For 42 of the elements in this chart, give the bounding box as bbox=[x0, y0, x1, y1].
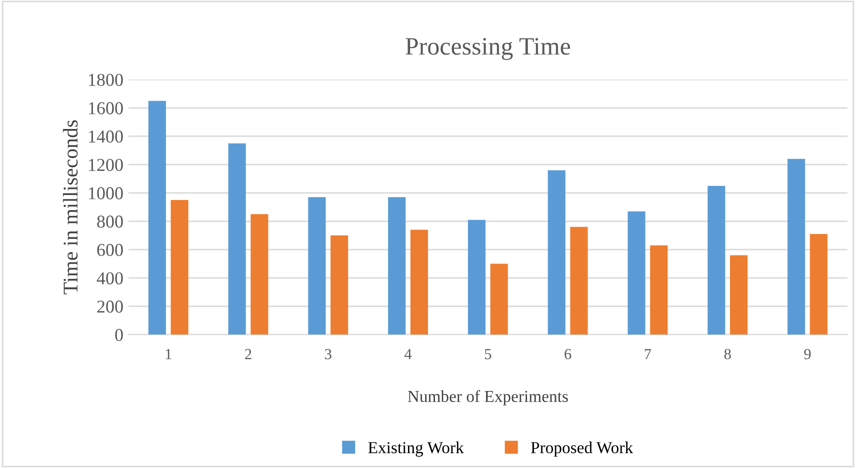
y-tick-label: 1800 bbox=[89, 74, 123, 86]
x-tick-label: 8 bbox=[724, 348, 731, 360]
chart-title: Processing Time bbox=[406, 38, 570, 60]
x-tick-label: 1 bbox=[166, 349, 172, 360]
bar bbox=[388, 197, 406, 335]
bar bbox=[410, 230, 428, 335]
bar bbox=[468, 220, 486, 335]
x-tick-label: 7 bbox=[644, 349, 652, 360]
y-tick-label: 600 bbox=[97, 244, 123, 256]
y-tick-label: 400 bbox=[96, 272, 123, 284]
y-tick-label: 1600 bbox=[89, 102, 123, 114]
y-tick-label: 0 bbox=[115, 328, 123, 342]
bar bbox=[250, 214, 268, 335]
y-tick-label: 1200 bbox=[89, 158, 123, 172]
legend-label: Existing Work bbox=[368, 442, 464, 457]
x-tick-label: 9 bbox=[804, 348, 811, 360]
bar bbox=[810, 234, 828, 335]
y-tick-label: 1000 bbox=[89, 187, 123, 200]
bar bbox=[788, 158, 806, 335]
x-tick-label: 5 bbox=[484, 349, 492, 360]
bar bbox=[650, 245, 668, 335]
bar bbox=[730, 255, 748, 335]
bar bbox=[228, 143, 246, 335]
legend-label: Proposed Work bbox=[530, 442, 634, 457]
bar bbox=[548, 170, 566, 335]
bar bbox=[170, 200, 188, 335]
x-tick-label: 6 bbox=[564, 348, 572, 360]
y-tick-label: 200 bbox=[97, 300, 123, 313]
x-tick-label: 3 bbox=[325, 348, 332, 360]
y-tick-label: 1400 bbox=[89, 130, 123, 143]
x-tick-label: 2 bbox=[245, 348, 252, 360]
x-tick-label: 4 bbox=[404, 349, 412, 360]
x-axis-title: Number of Experiments bbox=[408, 390, 568, 406]
bar bbox=[490, 264, 508, 335]
bar bbox=[708, 186, 726, 335]
bar bbox=[570, 226, 588, 335]
bar bbox=[148, 100, 166, 335]
y-axis-title: Time in milliseconds bbox=[62, 120, 78, 294]
y-tick-label: 800 bbox=[97, 216, 123, 228]
bar bbox=[628, 211, 646, 335]
bar bbox=[330, 235, 348, 335]
bar bbox=[308, 197, 326, 335]
